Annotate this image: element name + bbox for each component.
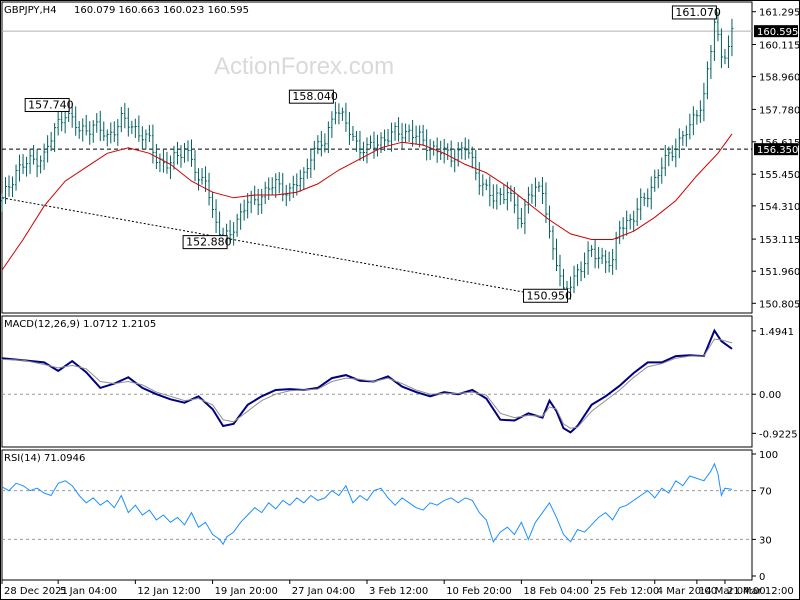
time-tick-label: 12 Jan 12:00	[137, 586, 200, 597]
macd-tick-label: -0.9225	[759, 429, 798, 440]
macd-frame	[1, 315, 753, 448]
price-annotation-box	[24, 98, 70, 113]
rsi-panel: 100 70 30 0	[1, 450, 778, 583]
time-tick-label: 25 Feb 12:00	[594, 586, 660, 597]
time-tick-label: 18 Feb 04:00	[523, 586, 589, 597]
price-annotation-label: 150.950	[527, 289, 573, 302]
price-tick-label: 153.115	[759, 235, 800, 246]
time-tick-label: 10 Feb 20:00	[446, 586, 512, 597]
moving-average-line	[1, 133, 733, 271]
price-annotation-label: 152.880	[186, 236, 232, 249]
rsi-title: RSI(14) 71.0946	[4, 453, 85, 464]
time-tick-label: 14 Mar 04:00	[699, 586, 766, 597]
price-panel: 161.295160.115158.960157.780156.615155.4…	[1, 5, 800, 310]
time-tick-label: 4 Mar 20:00	[657, 586, 717, 597]
price-annotation-box	[671, 5, 717, 20]
macd-tick-label: 1.4941	[759, 327, 794, 338]
support-level-label-bg	[754, 143, 798, 156]
price-tick-label: 158.960	[759, 73, 800, 84]
time-tick-label: 19 Jan 20:00	[215, 586, 278, 597]
macd-panel: 1.4941 0.00 -0.9225	[1, 327, 798, 440]
price-annotation-box	[523, 288, 569, 303]
rsi-tick-label: 100	[759, 450, 778, 461]
support-level-label: 156.350	[757, 145, 798, 156]
price-tick-label: 151.960	[759, 267, 800, 278]
macd-title: MACD(12,26,9) 1.0712 1.2105	[4, 319, 156, 330]
price-tick-label: 150.805	[759, 299, 800, 310]
rsi-frame	[1, 449, 753, 581]
price-frame	[1, 1, 753, 314]
price-header: GBPJPY,H4 160.079 160.663 160.023 160.59…	[4, 5, 249, 16]
time-tick-label: 27 Jan 04:00	[292, 586, 355, 597]
rsi-tick-label: 0	[759, 572, 765, 583]
time-tick-label: 3 Feb 12:00	[369, 586, 428, 597]
macd-tick-label: 0.00	[759, 390, 781, 401]
current-price-label: 160.595	[757, 27, 798, 38]
price-annotation-box	[182, 235, 228, 250]
price-tick-label: 161.295	[759, 8, 800, 19]
price-annotation-label: 161.070	[675, 6, 721, 19]
ohlc-values: 160.079 160.663 160.023 160.595	[74, 5, 249, 16]
price-tick-label: 155.450	[759, 170, 800, 181]
watermark: ActionForex.com	[214, 53, 394, 80]
price-annotation-label: 158.040	[292, 90, 338, 103]
chart-symbol: GBPJPY,H4	[4, 5, 57, 16]
current-price-label-bg	[754, 25, 798, 38]
price-tick-label: 154.310	[759, 202, 800, 213]
macd-main-line	[1, 328, 733, 434]
time-tick-label: 21 Mar 12:00	[727, 586, 794, 597]
rsi-line	[1, 462, 733, 546]
price-annotation-label: 157.740	[28, 99, 74, 112]
price-annotation-box	[288, 89, 334, 104]
rsi-tick-label: 30	[759, 535, 772, 546]
macd-signal-line	[1, 338, 733, 429]
price-tick-label: 160.115	[759, 41, 800, 52]
time-tick-label: 5 Jan 04:00	[60, 586, 117, 597]
trendline	[1, 197, 564, 300]
price-tick-label: 157.780	[759, 105, 800, 116]
rsi-tick-label: 70	[759, 487, 772, 498]
time-tick-label: 28 Dec 2021	[4, 586, 68, 597]
